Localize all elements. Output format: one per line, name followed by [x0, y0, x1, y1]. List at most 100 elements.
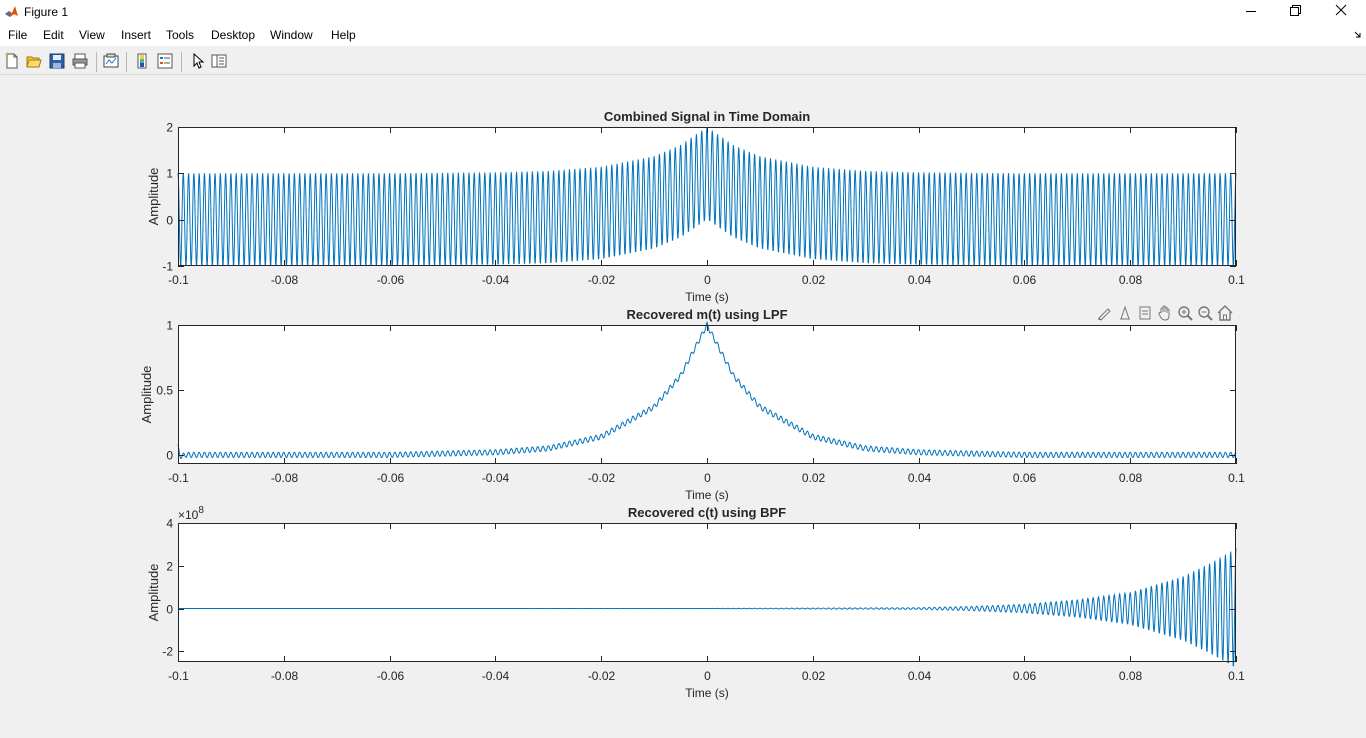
menu-tools[interactable]: Tools [166, 28, 195, 42]
y-tick-label: 0.5 [156, 384, 173, 398]
menu-edit[interactable]: Edit [43, 28, 64, 42]
y-tick-label: 1 [166, 319, 173, 333]
x-tick-label: 0.1 [1228, 471, 1245, 485]
x-tick-label: 0.04 [908, 273, 932, 287]
x-tick-label: 0 [704, 669, 711, 683]
menu-help[interactable]: Help [331, 28, 356, 42]
x-tick-label: -0.06 [377, 669, 405, 683]
insert-legend-icon[interactable] [156, 52, 174, 70]
x-tick-label: -0.08 [271, 273, 299, 287]
plot-title: Combined Signal in Time Domain [604, 109, 810, 124]
plot-title: Recovered m(t) using LPF [626, 307, 787, 322]
zoom-out-icon[interactable] [1196, 304, 1214, 322]
minimize-button[interactable] [1228, 0, 1274, 24]
insert-colorbar-icon[interactable] [133, 52, 151, 70]
rotate-icon[interactable] [1136, 304, 1154, 322]
x-tick-label: -0.02 [588, 471, 616, 485]
menu-insert[interactable]: Insert [121, 28, 152, 42]
dock-arrow-icon[interactable] [1354, 31, 1362, 39]
x-tick-label: 0.1 [1228, 669, 1245, 683]
x-tick-label: 0.02 [802, 669, 826, 683]
y-axis-label: Amplitude [139, 366, 154, 424]
y-tick-label: 2 [166, 121, 173, 135]
restore-button[interactable] [1274, 0, 1320, 24]
axes-background [178, 325, 1236, 464]
x-tick-label: 0.08 [1119, 273, 1143, 287]
data-tips-icon[interactable] [1116, 304, 1134, 322]
open-file-icon[interactable] [25, 52, 43, 70]
menu-file[interactable]: File [8, 28, 28, 42]
window-titlebar: Figure 1 [0, 0, 1366, 24]
window-title: Figure 1 [24, 5, 69, 19]
x-axis-label: Time (s) [685, 686, 729, 700]
x-tick-label: -0.04 [482, 471, 510, 485]
x-tick-label: 0.04 [908, 471, 932, 485]
exponent-base: ×10 [178, 508, 199, 522]
x-tick-label: -0.02 [588, 273, 616, 287]
brush-icon[interactable] [1096, 304, 1114, 322]
x-axis-label: Time (s) [685, 290, 729, 304]
x-tick-label: 0.02 [802, 273, 826, 287]
home-icon[interactable] [1216, 304, 1234, 322]
menu-desktop[interactable]: Desktop [211, 28, 256, 42]
x-tick-label: 0 [704, 471, 711, 485]
x-tick-label: 0.06 [1013, 471, 1037, 485]
figure-toolbar [0, 48, 1366, 75]
x-tick-label: -0.1 [168, 471, 189, 485]
x-tick-label: 0.06 [1013, 273, 1037, 287]
save-icon[interactable] [48, 52, 66, 70]
close-button[interactable] [1320, 0, 1366, 24]
x-tick-label: -0.02 [588, 669, 616, 683]
toolbar-separator [181, 52, 182, 72]
axes-background [178, 523, 1236, 662]
y-tick-label: -2 [162, 645, 173, 659]
x-tick-label: -0.1 [168, 273, 189, 287]
x-tick-label: 0.08 [1119, 471, 1143, 485]
x-tick-label: -0.04 [482, 669, 510, 683]
edit-plot-icon[interactable] [188, 52, 206, 70]
link-plot-icon[interactable] [102, 52, 120, 70]
plot-title: Recovered c(t) using BPF [628, 505, 786, 520]
signal-line [177, 321, 1237, 460]
toolbar-separator [96, 52, 97, 72]
zoom-in-icon[interactable] [1176, 304, 1194, 322]
x-tick-label: -0.08 [271, 669, 299, 683]
menu-window[interactable]: Window [270, 28, 313, 42]
y-tick-label: 2 [166, 560, 173, 574]
x-tick-label: 0.04 [908, 669, 932, 683]
matlab-logo-icon [4, 4, 19, 19]
x-axis-label: Time (s) [685, 488, 729, 502]
print-icon[interactable] [71, 52, 89, 70]
y-axis-label: Amplitude [146, 564, 161, 622]
y-tick-label: -1 [162, 260, 173, 274]
axes-toolbar [1094, 304, 1238, 324]
close-icon [1335, 4, 1347, 16]
property-inspector-icon[interactable] [210, 52, 228, 70]
x-tick-label: 0.02 [802, 471, 826, 485]
plot-axes-1: -0.1 -0.08 -0.06 -0.04 -0.02 0 0.02 0.04 0.06 0.0… [146, 109, 1245, 304]
x-tick-label: 0 [704, 273, 711, 287]
y-axis-label: Amplitude [146, 168, 161, 226]
new-figure-icon[interactable] [3, 52, 21, 70]
y-tick-label: 1 [166, 167, 173, 181]
toolbar-separator [126, 52, 127, 72]
plot-axes-3: -0.1 -0.08 -0.06 -0.04 -0.02 0 0.02 0.04 0.06 0.0… [146, 505, 1245, 700]
y-tick-label: 0 [166, 214, 173, 228]
signal-line [178, 548, 1237, 667]
x-tick-label: 0.1 [1228, 273, 1245, 287]
x-tick-label: 0.08 [1119, 669, 1143, 683]
restore-icon [1290, 5, 1301, 16]
menu-view[interactable]: View [79, 28, 105, 42]
x-tick-label: -0.04 [482, 273, 510, 287]
minimize-icon [1246, 11, 1256, 12]
x-tick-label: -0.06 [377, 273, 405, 287]
plot-axes-2: -0.1 -0.08 -0.06 -0.04 -0.02 0 0.02 0.04 0.06 0.0… [139, 307, 1245, 502]
menubar: File Edit View Insert Tools Desktop Wind… [0, 24, 1366, 46]
y-tick-label: 4 [166, 517, 173, 531]
exponent-power: 8 [198, 505, 204, 516]
x-tick-label: -0.06 [377, 471, 405, 485]
pan-icon[interactable] [1156, 304, 1174, 322]
y-tick-label: 0 [166, 603, 173, 617]
x-tick-label: 0.06 [1013, 669, 1037, 683]
